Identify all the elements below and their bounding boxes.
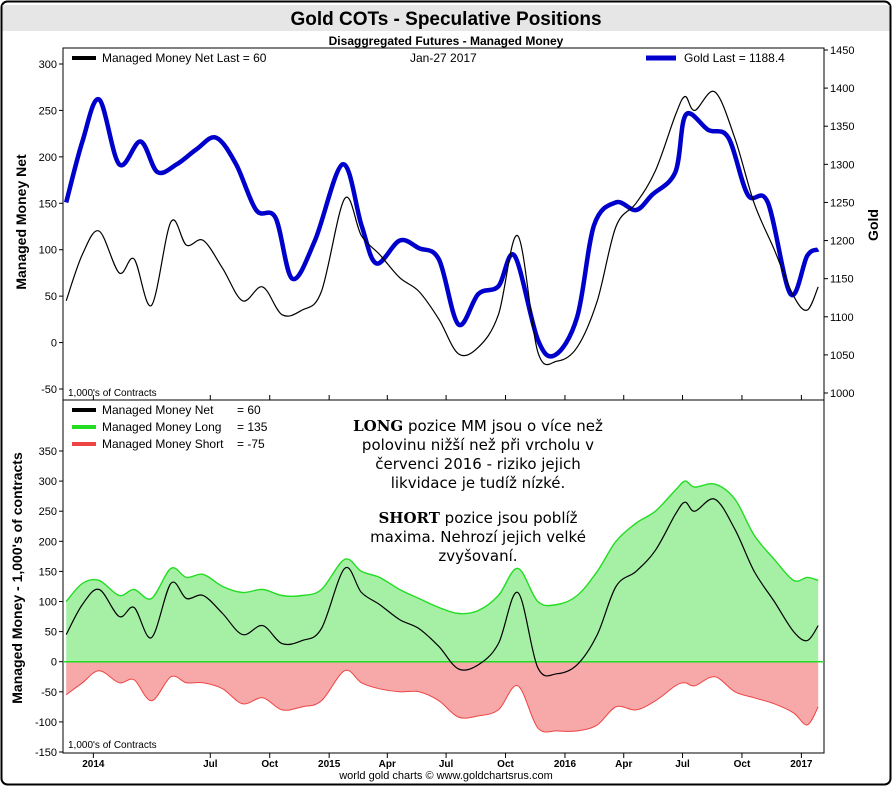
title-bar (2, 5, 890, 31)
x-tick-label: Apr (379, 759, 396, 770)
y-tick-label: 1450 (830, 45, 854, 57)
y-tick-label: 300 (39, 59, 57, 71)
y-tick-label: 1300 (830, 159, 854, 171)
series-mm-short-line (65, 669, 819, 733)
series-gold-line (64, 97, 820, 359)
top-series-group (64, 90, 820, 366)
y-tick-label: 250 (39, 105, 57, 117)
note-line-1: LONG pozice MM jsou o více než (353, 417, 603, 435)
legend-mm-long-label: Managed Money Long (102, 420, 221, 434)
y-tick-label: -150 (35, 747, 57, 759)
y-tick-label: -50 (41, 384, 57, 396)
x-axis: 2014 Jul Oct 2015 Apr Jul Oct 2016 Apr Jul Oct 2017 (82, 395, 813, 770)
x-tick-label: 2014 (82, 759, 105, 770)
x-tick-label: Jul (203, 759, 218, 770)
y-tick-label: 1350 (830, 121, 854, 133)
y-tick-label: 1150 (830, 274, 854, 286)
y-tick-label: 200 (39, 152, 57, 164)
y-tick-label: -100 (35, 717, 57, 729)
y-tick-label: 250 (39, 506, 57, 518)
series-mm-net-line-top (65, 90, 819, 366)
x-tick-label: Jul (439, 759, 454, 770)
series-mm-short-area (66, 661, 819, 733)
y-tick-label: 0 (51, 338, 57, 350)
bottom-y-axis: 350 300 250 200 150 100 50 0 -50 -100 -150 (35, 446, 63, 759)
legend-gold-label: Gold Last = 1188.4 (684, 51, 785, 65)
series-mm-long-line (65, 480, 819, 615)
y-tick-label: 1050 (830, 350, 854, 362)
y-tick-label: 100 (39, 597, 57, 609)
top-y-label-right: Gold (865, 209, 881, 241)
x-tick-label: 2017 (790, 759, 813, 770)
note-line-5: SHORT pozice jsou poblíž (378, 509, 577, 527)
legend-net-label: Managed Money Net Last = 60 (102, 51, 267, 65)
x-tick-label: Oct (261, 759, 278, 770)
y-tick-label: 150 (39, 566, 57, 578)
top-date-label: Jan-27 2017 (410, 51, 477, 65)
top-right-axis: 1450 1400 1350 1300 1250 1200 1150 1100 1050 1000 (824, 45, 854, 400)
top-units-label: 1,000's of Contracts (68, 388, 157, 399)
top-y-label-left: Managed Money Net (13, 154, 29, 290)
y-tick-label: 0 (51, 657, 57, 669)
y-tick-label: 1400 (830, 83, 854, 95)
x-tick-label: Jul (675, 759, 690, 770)
y-tick-label: 350 (39, 446, 57, 458)
x-tick-label: Apr (615, 759, 632, 770)
legend-mm-long-value: = 135 (237, 420, 268, 434)
note-line-2: polovinu nižší než při vrcholu v (362, 436, 594, 454)
bottom-plot-area (62, 399, 825, 754)
legend-mm-short-label: Managed Money Short (102, 437, 224, 451)
series-mm-net-line-bottom (65, 498, 819, 677)
x-tick-label: 2016 (554, 759, 577, 770)
y-tick-label: 1200 (830, 236, 854, 248)
legend-mm-short-value: = -75 (237, 437, 265, 451)
series-mm-long-area (66, 481, 819, 662)
y-tick-label: 50 (45, 291, 57, 303)
y-tick-label: 150 (39, 198, 57, 210)
y-tick-label: 50 (45, 627, 57, 639)
y-tick-label: -50 (41, 687, 57, 699)
y-tick-label: 1000 (830, 388, 854, 400)
bottom-units-label: 1,000's of Contracts (68, 740, 157, 751)
note-line-7: zvyšovaní. (438, 547, 517, 565)
y-tick-label: 1250 (830, 197, 854, 209)
y-tick-label: 1100 (830, 312, 854, 324)
note-line-4: likvidace je tudíž nízké. (391, 474, 566, 492)
x-tick-label: 2015 (318, 759, 341, 770)
top-left-axis: 300 250 200 150 100 50 0 -50 (39, 59, 63, 396)
x-tick-label: Oct (734, 759, 751, 770)
legend-mm-net-label: Managed Money Net (102, 403, 214, 417)
note-line-3: červenci 2016 - riziko jejich (375, 455, 581, 473)
bottom-y-label: Managed Money - 1,000's of contracts (9, 452, 25, 704)
legend-mm-net-value: = 60 (237, 403, 261, 417)
note-line-6: maxima. Nehrozí jejich velké (370, 528, 586, 546)
y-tick-label: 100 (39, 245, 57, 257)
y-tick-label: 200 (39, 536, 57, 548)
chart-title: Gold COTs - Speculative Positions (290, 9, 601, 30)
footer-credit: world gold charts © www.goldchartsrus.co… (338, 770, 553, 782)
bottom-series-group (63, 480, 824, 733)
chart-subtitle: Disaggregated Futures - Managed Money (329, 34, 564, 48)
x-tick-label: Oct (497, 759, 514, 770)
annotation-note: LONG pozice MM jsou o více než polovinu … (353, 417, 603, 565)
y-tick-label: 300 (39, 476, 57, 488)
